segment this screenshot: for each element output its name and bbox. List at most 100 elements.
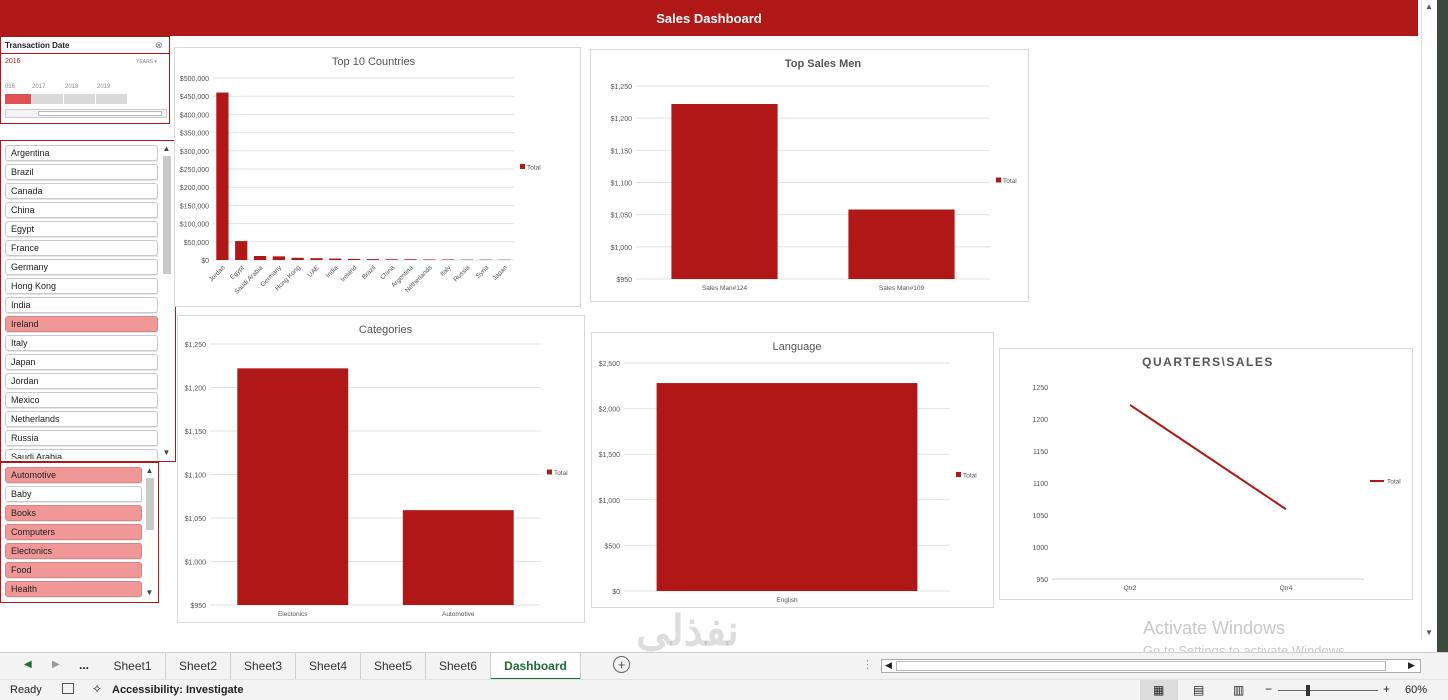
- page-layout-icon[interactable]: ▤: [1193, 683, 1205, 697]
- previous-sheet-icon[interactable]: ◀: [24, 659, 32, 670]
- y-tick-label: $300,000: [180, 149, 209, 156]
- add-sheet-button[interactable]: +: [613, 656, 630, 673]
- vertical-scrollbar[interactable]: ▲ ▼: [1421, 0, 1437, 640]
- x-tick-label: Italy: [439, 264, 453, 278]
- sheet-tab-sheet5[interactable]: Sheet5: [361, 653, 426, 680]
- zoom-slider[interactable]: [1278, 690, 1378, 691]
- country-scroll-thumb[interactable]: [163, 156, 171, 274]
- macro-record-icon[interactable]: [62, 683, 74, 694]
- y-tick-label: $1,250: [611, 84, 633, 91]
- slicer-item-china[interactable]: China: [5, 202, 158, 218]
- slicer-item-india[interactable]: India: [5, 297, 158, 313]
- timeline-slicer[interactable]: Transaction Date ⊗ 2016 YEARS ▾ 016 2017…: [0, 36, 170, 124]
- bar-saudi-arabia: [253, 255, 267, 260]
- scroll-down-icon[interactable]: ▼: [162, 448, 171, 457]
- bar-hong-kong: [291, 257, 304, 260]
- slicer-item-japan[interactable]: Japan: [5, 354, 158, 370]
- slicer-item-egypt[interactable]: Egypt: [5, 221, 158, 237]
- line-series-total: [1129, 404, 1287, 511]
- slicer-item-health[interactable]: Health: [5, 581, 142, 597]
- horizontal-scroll-thumb[interactable]: [896, 661, 1386, 671]
- bar-argentina: [404, 259, 417, 260]
- y-tick-label: $500,000: [180, 76, 209, 83]
- more-sheets-button[interactable]: ...: [79, 658, 90, 672]
- chart-title: Top 10 Countries: [332, 56, 416, 68]
- normal-view-button[interactable]: [1140, 680, 1178, 700]
- x-tick-label: English: [776, 597, 798, 604]
- slicer-item-brazil[interactable]: Brazil: [5, 164, 158, 180]
- y-tick-label: $1,000: [185, 560, 207, 567]
- y-tick-label: $1,050: [611, 213, 633, 220]
- scroll-left-icon[interactable]: ◀: [885, 660, 892, 670]
- timeline-year-2018[interactable]: [64, 94, 95, 104]
- sheet-tab-sheet4[interactable]: Sheet4: [296, 653, 361, 680]
- zoom-out-button[interactable]: −: [1265, 682, 1273, 696]
- horizontal-scrollbar[interactable]: ◀ ▶: [881, 659, 1421, 673]
- timeline-level-dropdown[interactable]: YEARS ▾: [136, 59, 157, 65]
- slicer-item-argentina[interactable]: Argentina: [5, 145, 158, 161]
- scroll-up-icon[interactable]: ▲: [1425, 2, 1433, 11]
- country-slicer[interactable]: Argentina Brazil Canada China Egypt France Ger…: [0, 140, 176, 462]
- slicer-item-jordan[interactable]: Jordan: [5, 373, 158, 389]
- slicer-item-computers[interactable]: Computers: [5, 524, 142, 540]
- y-tick-label: $1,150: [185, 429, 207, 436]
- scroll-up-icon[interactable]: ▲: [162, 144, 171, 153]
- scroll-down-icon[interactable]: ▼: [145, 588, 154, 597]
- sheet-tab-dashboard[interactable]: Dashboard: [491, 653, 581, 680]
- accessibility-status[interactable]: Accessibility: Investigate: [112, 684, 244, 696]
- slicer-item-books[interactable]: Books: [5, 505, 142, 521]
- slicer-item-hong-kong[interactable]: Hong Kong: [5, 278, 158, 294]
- y-tick-label: $250,000: [180, 167, 209, 174]
- chart-quarters-sales[interactable]: QUARTERS\SALES 950 1000 1050 1100 1150 1200 125…: [999, 348, 1413, 600]
- zoom-slider-thumb[interactable]: [1306, 685, 1310, 696]
- slicer-item-canada[interactable]: Canada: [5, 183, 158, 199]
- y-tick-label: $1,200: [185, 386, 207, 393]
- slicer-item-france[interactable]: France: [5, 240, 158, 256]
- zoom-level[interactable]: 60%: [1405, 684, 1428, 696]
- timeline-year-2019[interactable]: [96, 94, 127, 104]
- chart-categories[interactable]: Categories $950 $1,000 $1,050 $1,100 $1,150 $1…: [177, 315, 585, 623]
- sheet-tab-sheet6[interactable]: Sheet6: [426, 653, 491, 680]
- slicer-item-germany[interactable]: Germany: [5, 259, 158, 275]
- slicer-item-baby[interactable]: Baby: [5, 486, 142, 502]
- next-sheet-icon[interactable]: ▶: [52, 659, 60, 670]
- category-scroll-thumb[interactable]: [146, 478, 154, 530]
- clear-filter-icon[interactable]: ⊗: [155, 40, 163, 50]
- timeline-year-2017[interactable]: [32, 94, 63, 104]
- sheet-tab-sheet1[interactable]: Sheet1: [100, 653, 166, 680]
- scroll-up-icon[interactable]: ▲: [145, 466, 154, 475]
- category-slicer-scrollbar[interactable]: ▲ ▼: [144, 466, 155, 599]
- chart-title: QUARTERS\SALES: [1142, 355, 1274, 369]
- sheet-tab-sheet3[interactable]: Sheet3: [231, 653, 296, 680]
- chart-language[interactable]: Language $0 $500 $1,000 $1,500 $2,000 $2,500 En…: [591, 332, 994, 608]
- timeline-year-label: 2019: [97, 84, 111, 90]
- timeline-year-2016-selected[interactable]: [5, 94, 31, 104]
- page-break-preview-icon[interactable]: ▥: [1233, 683, 1245, 697]
- accessibility-icon[interactable]: ✧: [92, 682, 103, 696]
- country-slicer-scrollbar[interactable]: ▲ ▼: [161, 144, 172, 458]
- slicer-item-mexico[interactable]: Mexico: [5, 392, 158, 408]
- scroll-down-icon[interactable]: ▼: [1425, 628, 1433, 637]
- slicer-item-russia[interactable]: Russia: [5, 430, 158, 446]
- category-slicer[interactable]: Automotive Baby Books Computers Electonics Fo…: [0, 462, 159, 603]
- legend-label: Total: [963, 473, 977, 480]
- slicer-item-electonics[interactable]: Electonics: [5, 543, 142, 559]
- bar-sales-man-109: [848, 209, 955, 279]
- chart-title: Categories: [359, 324, 413, 336]
- timeline-scrollbar[interactable]: [5, 109, 167, 118]
- sheet-tab-sheet2[interactable]: Sheet2: [166, 653, 231, 680]
- slicer-item-food[interactable]: Food: [5, 562, 142, 578]
- slicer-item-netherlands[interactable]: Netherlands: [5, 411, 158, 427]
- slicer-item-automotive[interactable]: Automotive: [5, 467, 142, 483]
- chart-top-sales-men[interactable]: Top Sales Men $950 $1,000 $1,050 $1,100 $1,15…: [590, 49, 1029, 302]
- x-tick-label: Sales Man#124: [702, 285, 748, 292]
- slicer-item-italy[interactable]: Italy: [5, 335, 158, 351]
- slicer-item-saudi-arabia[interactable]: Saudi Arabia: [5, 449, 158, 459]
- zoom-in-button[interactable]: +: [1383, 682, 1391, 696]
- split-handle-icon[interactable]: ⋮: [862, 659, 873, 671]
- slicer-item-ireland[interactable]: Ireland: [5, 316, 158, 332]
- chart-top-countries[interactable]: Top 10 Countries $0 $50,000 $100,000 $150,00…: [174, 47, 581, 307]
- scroll-right-icon[interactable]: ▶: [1408, 660, 1415, 670]
- timeline-scroll-thumb[interactable]: [38, 111, 162, 116]
